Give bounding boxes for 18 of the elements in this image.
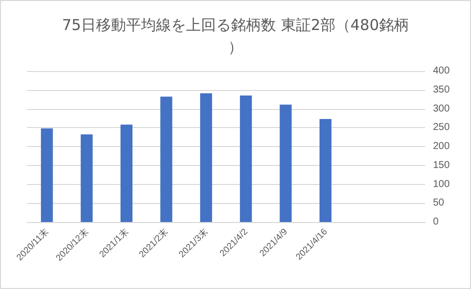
- bar: [280, 104, 292, 222]
- y-tick-label: 400: [433, 66, 450, 76]
- bar: [320, 118, 332, 222]
- bar: [200, 93, 212, 222]
- y-tick-label: 100: [433, 178, 450, 190]
- y-tick-label: 150: [433, 160, 450, 171]
- bar: [80, 134, 93, 222]
- bar: [40, 128, 53, 222]
- y-tick-label: 250: [433, 122, 450, 134]
- bar: [240, 96, 252, 222]
- bar: [160, 96, 172, 222]
- y-tick-label: 350: [433, 84, 450, 96]
- y-tick-label: 50: [433, 198, 445, 209]
- y-tick-label: 300: [433, 103, 450, 114]
- chart-title: 75日移動平均線を上回る銘柄数 東証2部（480銘柄）: [62, 16, 410, 56]
- bar: [120, 124, 132, 222]
- y-tick-label: 0: [433, 216, 439, 228]
- y-tick-label: 200: [433, 141, 450, 152]
